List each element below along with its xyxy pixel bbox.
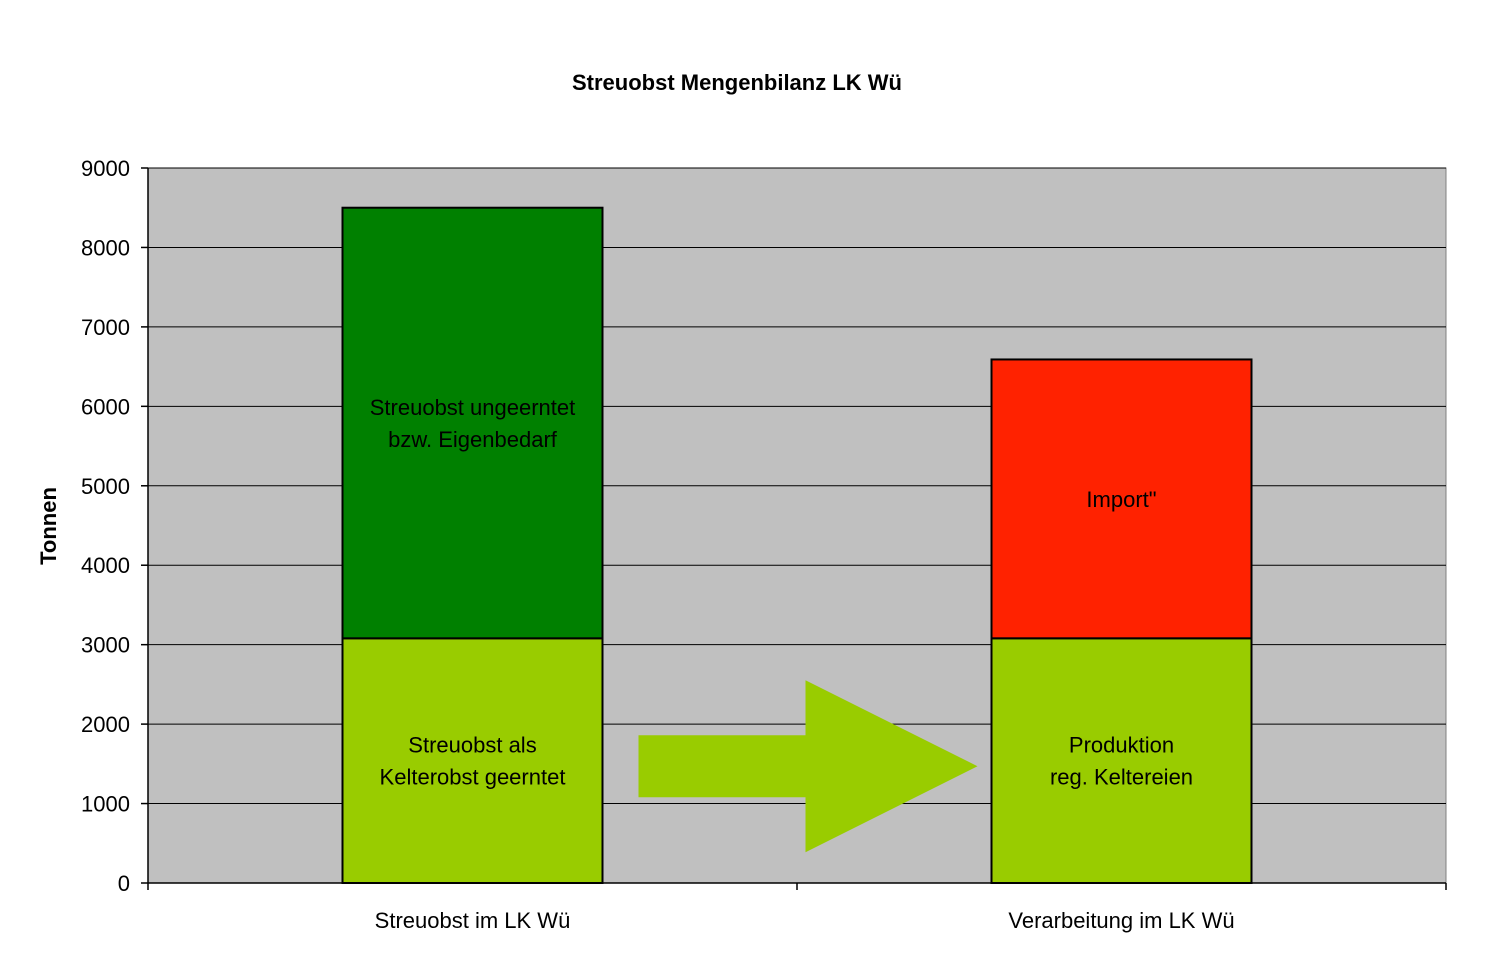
data-label: Streuobst als [408, 733, 536, 758]
data-label: reg. Keltereien [1050, 765, 1193, 790]
y-tick-label: 1000 [81, 792, 130, 817]
chart-title: Streuobst Mengenbilanz LK Wü [572, 70, 902, 95]
x-tick-label: Streuobst im LK Wü [375, 908, 571, 933]
x-tick-labels: Streuobst im LK Wü Verarbeitung im LK Wü [375, 908, 1235, 933]
y-tick-label: 5000 [81, 474, 130, 499]
data-label: bzw. Eigenbedarf [388, 427, 558, 452]
bar-segment [990, 358, 1253, 640]
y-tick-label: 2000 [81, 712, 130, 737]
x-tick-label: Verarbeitung im LK Wü [1008, 908, 1234, 933]
bars [341, 206, 1253, 884]
axes [141, 167, 1447, 890]
y-tick-label: 6000 [81, 394, 130, 419]
y-tick-label: 9000 [81, 156, 130, 181]
data-label: Import" [1086, 487, 1156, 512]
data-label: Produktion [1069, 733, 1174, 758]
bar-segment [341, 206, 604, 640]
y-axis-label: Tonnen [36, 487, 61, 565]
y-tick-label: 7000 [81, 315, 130, 340]
data-label: Kelterobst geerntet [380, 765, 566, 790]
segment-labels: Streuobst als Kelterobst geerntet Streuobs… [370, 395, 1193, 790]
arrow-right-icon [638, 680, 978, 853]
data-label: Streuobst ungeerntet [370, 395, 575, 420]
y-tick-label: 4000 [81, 553, 130, 578]
bar-segment [341, 637, 604, 884]
y-tick-label: 0 [118, 871, 130, 896]
y-tick-label: 3000 [81, 633, 130, 658]
y-tick-label: 8000 [81, 235, 130, 260]
flow-arrow [638, 680, 978, 853]
y-tick-labels: 0 1000 2000 3000 4000 5000 6000 7000 8000 9000 [81, 156, 130, 896]
bar-segment [990, 637, 1253, 884]
